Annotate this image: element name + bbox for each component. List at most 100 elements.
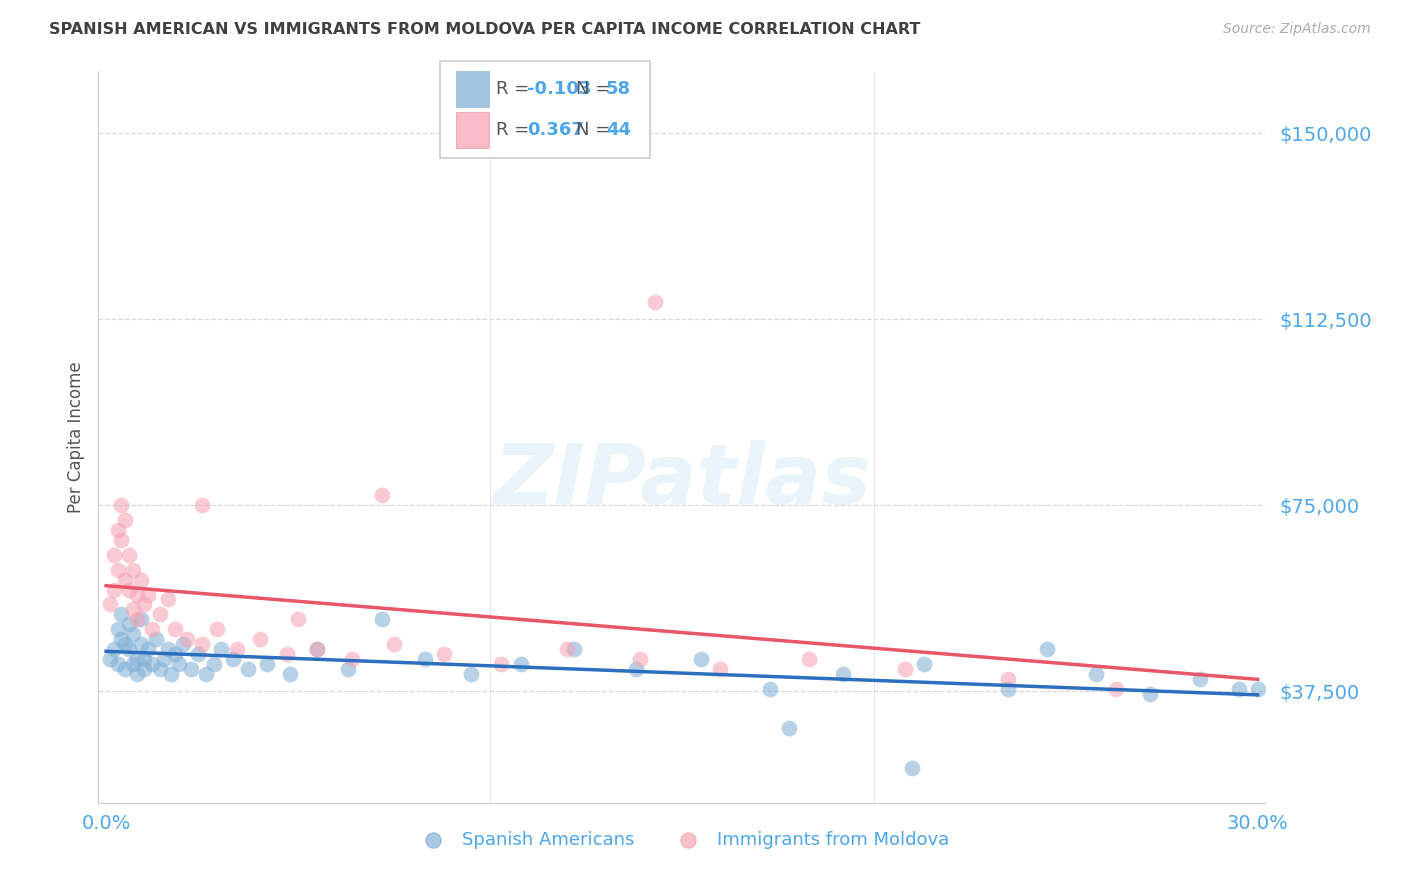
Point <box>1247 681 1270 696</box>
Point <box>103 548 125 562</box>
Point <box>136 642 159 657</box>
Point <box>129 637 152 651</box>
Point <box>152 652 174 666</box>
Point <box>413 652 436 666</box>
Point <box>98 652 121 666</box>
Point <box>564 642 586 657</box>
Point <box>280 666 302 681</box>
Point <box>509 657 531 671</box>
Point <box>107 523 129 537</box>
Point <box>103 582 125 597</box>
Point <box>134 662 156 676</box>
Point <box>129 573 152 587</box>
Point <box>644 295 666 310</box>
Point <box>797 652 820 666</box>
Point <box>145 632 167 647</box>
Point <box>141 622 163 636</box>
Point <box>114 637 136 651</box>
Point <box>433 647 456 661</box>
Point <box>893 662 915 676</box>
Point <box>129 612 152 626</box>
Legend: Spanish Americans, Immigrants from Moldova: Spanish Americans, Immigrants from Moldo… <box>408 823 956 856</box>
Point <box>555 642 578 657</box>
Point <box>98 598 121 612</box>
Point <box>1227 681 1250 696</box>
Point <box>114 662 136 676</box>
Point <box>125 652 148 666</box>
Point <box>118 642 141 657</box>
Point <box>141 657 163 671</box>
Point <box>187 647 209 661</box>
Point <box>225 642 247 657</box>
Point <box>709 662 731 676</box>
Point <box>1105 681 1128 696</box>
Point <box>122 602 145 616</box>
Point <box>110 607 132 622</box>
Point <box>191 498 214 512</box>
Point <box>149 607 172 622</box>
Point <box>134 598 156 612</box>
Point <box>340 652 363 666</box>
Point <box>222 652 245 666</box>
Point <box>628 652 651 666</box>
Point <box>832 666 855 681</box>
Point <box>156 642 179 657</box>
Point <box>172 637 194 651</box>
Text: N =: N = <box>576 121 616 139</box>
Point <box>110 498 132 512</box>
Point <box>114 513 136 527</box>
Point <box>307 642 329 657</box>
Point <box>194 666 217 681</box>
Text: ZIPatlas: ZIPatlas <box>494 441 870 522</box>
Point <box>107 563 129 577</box>
Point <box>690 652 713 666</box>
Point <box>176 632 198 647</box>
Point <box>371 612 394 626</box>
Point <box>371 488 394 502</box>
Point <box>125 588 148 602</box>
Point <box>287 612 309 626</box>
Point <box>491 657 513 671</box>
Point <box>276 647 298 661</box>
Point <box>249 632 271 647</box>
Point <box>624 662 647 676</box>
Point <box>165 622 187 636</box>
Point <box>1035 642 1057 657</box>
Point <box>103 642 125 657</box>
Text: 58: 58 <box>606 79 631 97</box>
Text: R =: R = <box>496 121 541 139</box>
Point <box>191 637 214 651</box>
Text: -0.103: -0.103 <box>527 79 592 97</box>
Text: Source: ZipAtlas.com: Source: ZipAtlas.com <box>1223 22 1371 37</box>
Point <box>202 657 225 671</box>
Point <box>136 588 159 602</box>
Point <box>149 662 172 676</box>
Point <box>901 761 924 775</box>
Point <box>118 582 141 597</box>
Point <box>122 657 145 671</box>
Point <box>114 573 136 587</box>
Point <box>336 662 359 676</box>
Point <box>759 681 782 696</box>
Point <box>912 657 935 671</box>
Point <box>207 622 229 636</box>
Point <box>778 722 800 736</box>
Text: SPANISH AMERICAN VS IMMIGRANTS FROM MOLDOVA PER CAPITA INCOME CORRELATION CHART: SPANISH AMERICAN VS IMMIGRANTS FROM MOLD… <box>49 22 921 37</box>
Point <box>110 632 132 647</box>
Y-axis label: Per Capita Income: Per Capita Income <box>66 361 84 513</box>
Point <box>1139 687 1161 701</box>
Point <box>107 622 129 636</box>
Point <box>107 657 129 671</box>
Point <box>165 647 187 661</box>
Point <box>122 563 145 577</box>
Point <box>209 642 232 657</box>
Point <box>997 672 1019 686</box>
Point <box>118 617 141 632</box>
Point <box>256 657 278 671</box>
Point <box>156 592 179 607</box>
Point <box>167 657 190 671</box>
Point <box>118 548 141 562</box>
Point <box>125 612 148 626</box>
Point <box>134 652 156 666</box>
Point <box>110 533 132 547</box>
